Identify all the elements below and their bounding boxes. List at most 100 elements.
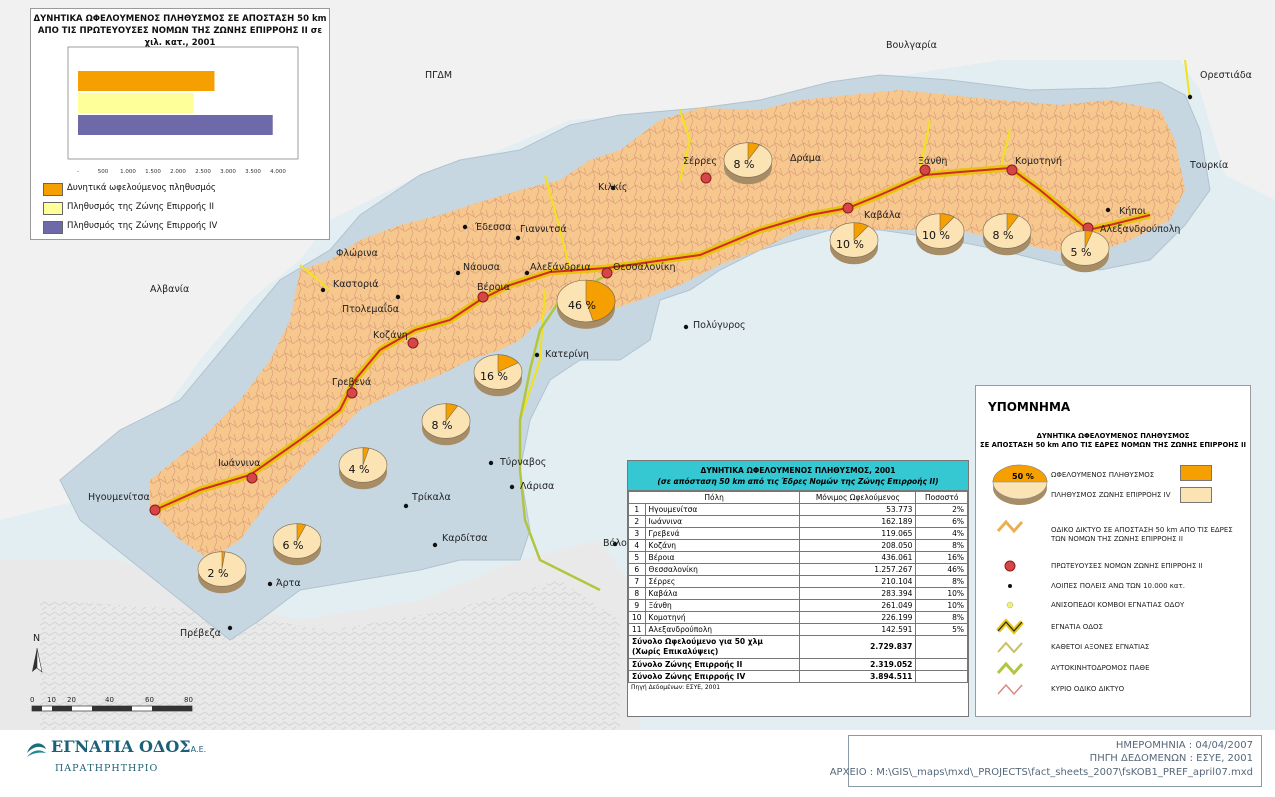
pie-chart[interactable]: 8 %: [421, 403, 471, 446]
pie-wedge: [585, 279, 616, 322]
pie-chart[interactable]: 6 %: [272, 523, 322, 566]
legend-capitals: ΠΡΩΤΕΥΟΥΣΕΣ ΝΟΜΩΝ ΖΩΝΗΣ ΕΠΙΡΡΟΗΣ ΙΙ: [1051, 562, 1203, 570]
bar-chart: - 500 1.000 1.500 2.000 2.500 3.000 3.500 4.000: [67, 46, 299, 175]
pie-chart[interactable]: 46 %: [556, 279, 616, 329]
population-cell: 1.257.267: [799, 563, 917, 576]
population-cell: 261.049: [799, 599, 917, 612]
city-cell: Κοζάνη: [644, 539, 801, 552]
legend-pathe: ΑΥΤΟΚΙΝΗΤΟΔΡΟΜΟΣ ΠΑΘΕ: [1051, 664, 1150, 672]
legend-vertical: ΚΑΘΕΤΟΙ ΑΞΟΝΕΣ ΕΓΝΑΤΙΑΣ: [1051, 643, 1150, 651]
table-title: ΔΥΝΗΤΙΚΑ ΩΦΕΛΟΥΜΕΝΟΣ ΠΛΗΘΥΣΜΟΣ, 2001: [700, 466, 896, 475]
pie-chart[interactable]: 4 %: [338, 447, 388, 490]
pie-chart[interactable]: 8 %: [982, 213, 1032, 256]
pie-chart[interactable]: 10 %: [829, 222, 879, 265]
pie-wedge: [1006, 213, 1020, 232]
population-cell: 210.104: [799, 575, 917, 588]
x-tick-label: 500: [98, 169, 109, 175]
bar: [78, 115, 273, 135]
capital-marker[interactable]: [601, 267, 613, 279]
city-cell: Καβάλα: [644, 587, 801, 600]
legend-swatch: [43, 202, 63, 215]
legend-swatch: [43, 183, 63, 196]
row-number: 7: [628, 575, 646, 588]
col-header: Πόλη: [627, 491, 801, 504]
x-tick-label: 2.000: [170, 169, 186, 175]
road-network: [150, 90, 1185, 560]
legend-roads: ΟΔΙΚΟ ΔΙΚΤΥΟ ΣΕ ΑΠΟΣΤΑΣΗ 50 km ΑΠΟ ΤΙΣ Ε…: [1051, 526, 1233, 543]
population-cell: 142.591: [799, 623, 917, 636]
row-number: 3: [628, 527, 646, 540]
legend-zone-swatch: [1180, 487, 1212, 503]
table-row: 10 Κομοτηνή 226.199 8%: [628, 611, 968, 624]
capital-marker[interactable]: [346, 387, 358, 399]
pie-chart[interactable]: 2 %: [197, 551, 247, 594]
pie-label: 10 %: [922, 229, 950, 242]
egnatia-logo-mark: [27, 743, 46, 757]
pie-label: 46 %: [568, 299, 596, 312]
label-kozani: Κοζάνη: [373, 330, 408, 341]
scale-tick: 40: [105, 696, 114, 704]
population-cell: 226.199: [799, 611, 917, 624]
zone2-value: 2.319.052: [799, 658, 917, 671]
pie-label: 5 %: [1071, 246, 1092, 259]
capital-marker[interactable]: [700, 172, 712, 184]
x-tick-label: 2.500: [195, 169, 211, 175]
label-kastoria: Καστοριά: [333, 279, 379, 290]
label-xanthi: Ξάνθη: [918, 156, 947, 167]
label-katerini: Κατερίνη: [545, 349, 589, 360]
percent-cell: 6%: [915, 515, 968, 528]
pie-chart[interactable]: 5 %: [1060, 230, 1110, 273]
label-karditsa: Καρδίτσα: [442, 533, 488, 544]
city-cell: Ηγουμενίτσα: [644, 503, 801, 516]
chart-legend-item: Πληθυσμός της Ζώνης Επιρροής ΙΙ: [43, 202, 215, 215]
percent-cell: 8%: [915, 611, 968, 624]
table-row: 7 Σέρρες 210.104 8%: [628, 575, 968, 588]
north-arrow: N: [32, 633, 43, 673]
pie-label: 16 %: [480, 370, 508, 383]
capital-marker[interactable]: [149, 504, 161, 516]
table-row: 8 Καβάλα 283.394 10%: [628, 587, 968, 600]
vertical-axes: [299, 59, 1191, 421]
x-tick-label: -: [77, 169, 79, 175]
zone2-label: Σύνολο Ζώνης Επιρροής ΙΙ: [627, 658, 801, 671]
capital-marker[interactable]: [842, 202, 854, 214]
scale-tick: 20: [67, 696, 76, 704]
pie-label: 10 %: [836, 238, 864, 251]
label-grevena: Γρεβενά: [332, 377, 371, 388]
table-header: ΔΥΝΗΤΙΚΑ ΩΦΕΛΟΥΜΕΝΟΣ ΠΛΗΘΥΣΜΟΣ, 2001 (σε…: [628, 461, 968, 491]
pie-wedge: [747, 142, 761, 161]
population-cell: 283.394: [799, 587, 917, 600]
capital-marker[interactable]: [1006, 164, 1018, 176]
capital-marker[interactable]: [407, 337, 419, 349]
pie-chart[interactable]: 16 %: [473, 354, 523, 397]
legend-label: Πληθυσμός της Ζώνης Επιρροής ΙΙ: [67, 202, 215, 212]
legend-pie-pct: 50 %: [1012, 472, 1034, 481]
scale-bar: 0 10 20 40 60 80: [30, 696, 193, 712]
legend-towns: ΛΟΙΠΕΣ ΠΟΛΕΙΣ ΑΝΩ ΤΩΝ 10.000 κατ.: [1051, 582, 1185, 590]
row-number: 11: [628, 623, 646, 636]
legend-main: ΚΥΡΙΟ ΟΔΙΚΟ ΔΙΚΤΥΟ: [1051, 685, 1125, 693]
legend-egnatia: ΕΓΝΑΤΙΑ ΟΔΟΣ: [1051, 623, 1103, 631]
x-tick-label: 4.000: [270, 169, 286, 175]
legend-label: Πληθυσμός της Ζώνης Επιρροής ΙV: [67, 221, 218, 231]
pie-chart[interactable]: 8 %: [723, 142, 773, 185]
zone4-label: Σύνολο Ζώνης Επιρροής ΙV: [627, 670, 801, 683]
legend-zone4pop: ΠΛΗΘΥΣΜΟΣ ΖΩΝΗΣ ΕΠΙΡΡΟΗΣ ΙV: [1051, 491, 1171, 499]
capital-marker[interactable]: [246, 472, 258, 484]
pie-chart[interactable]: 10 %: [915, 213, 965, 256]
pie-wedge: [1084, 230, 1093, 249]
pie-wedge: [221, 551, 226, 570]
capital-marker[interactable]: [477, 291, 489, 303]
table-subtitle: (σε απόσταση 50 km από τις Έδρες Νομών τ…: [657, 477, 939, 486]
chart-title: ΔΥΝΗΤΙΚΑ ΩΦΕΛΟΥΜΕΝΟΣ ΠΛΗΘΥΣΜΟΣ ΣΕ ΑΠΟΣΤΑ…: [31, 13, 329, 49]
table-row-total: Σύνολο Ωφελούμενο για 50 χλμ (Χωρίς Επικα…: [627, 635, 968, 659]
map-legend: ΥΠΟΜΝΗΜΑ ΔΥΝΗΤΙΚΑ ΩΦΕΛΟΥΜΕΝΟΣ ΠΛΗΘΥΣΜΟΣ …: [975, 385, 1251, 717]
label-kavala: Καβάλα: [864, 210, 901, 221]
total-value: 2.729.837: [799, 635, 917, 659]
label-komotini: Κομοτηνή: [1015, 156, 1062, 167]
label-turkey: Τουρκία: [1189, 160, 1228, 171]
label-larisa: Λάρισα: [520, 481, 554, 492]
pie-wedge: [853, 222, 869, 241]
legend-nodes: ΑΝΙΣΟΠΕΔΟΙ ΚΟΜΒΟΙ ΕΓΝΑΤΙΑΣ ΟΔΟΥ: [1051, 601, 1185, 609]
capital-marker[interactable]: [919, 164, 931, 176]
